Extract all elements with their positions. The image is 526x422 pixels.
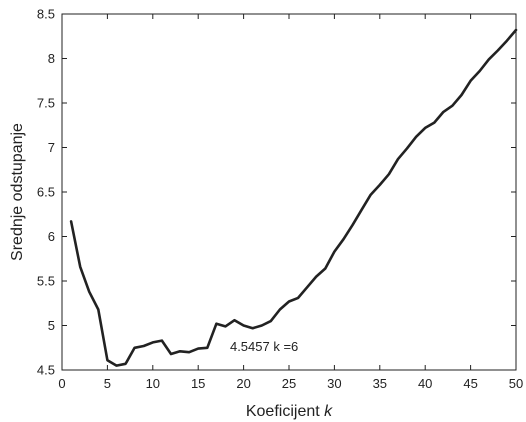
axis-ticks <box>61 13 517 371</box>
tick-labels: 0 5 10 15 20 25 30 35 40 45 50 4.5 5 5.5 6 6.5 7 7.5 8 8.5 <box>37 7 523 392</box>
x-tick-label: 20 <box>236 376 250 391</box>
x-tick-label: 5 <box>104 376 111 391</box>
series-line <box>69 28 518 367</box>
annotation-label: 4.5457 k =6 <box>230 339 298 354</box>
x-tick-label: 30 <box>327 376 341 391</box>
plot-area <box>61 13 517 371</box>
y-axis-label: Srednje odstupanje <box>9 123 26 261</box>
x-tick-label: 50 <box>509 376 523 391</box>
y-tick-label: 6 <box>48 229 55 244</box>
x-tick-label: 45 <box>463 376 477 391</box>
x-tick-label: 10 <box>146 376 160 391</box>
x-axis-label: Koeficijent k <box>246 403 333 420</box>
x-tick-label: 15 <box>191 376 205 391</box>
y-tick-label: 5.5 <box>37 274 55 289</box>
y-tick-label: 7 <box>48 140 55 155</box>
y-tick-label: 8.5 <box>37 7 55 22</box>
x-tick-label: 0 <box>58 376 65 391</box>
y-tick-label: 6.5 <box>37 185 55 200</box>
y-tick-label: 5 <box>48 318 55 333</box>
x-tick-label: 25 <box>282 376 296 391</box>
x-tick-label: 40 <box>418 376 432 391</box>
y-tick-label: 8 <box>48 51 55 66</box>
x-tick-label: 35 <box>373 376 387 391</box>
y-tick-label: 4.5 <box>37 363 55 378</box>
y-tick-label: 7.5 <box>37 96 55 111</box>
